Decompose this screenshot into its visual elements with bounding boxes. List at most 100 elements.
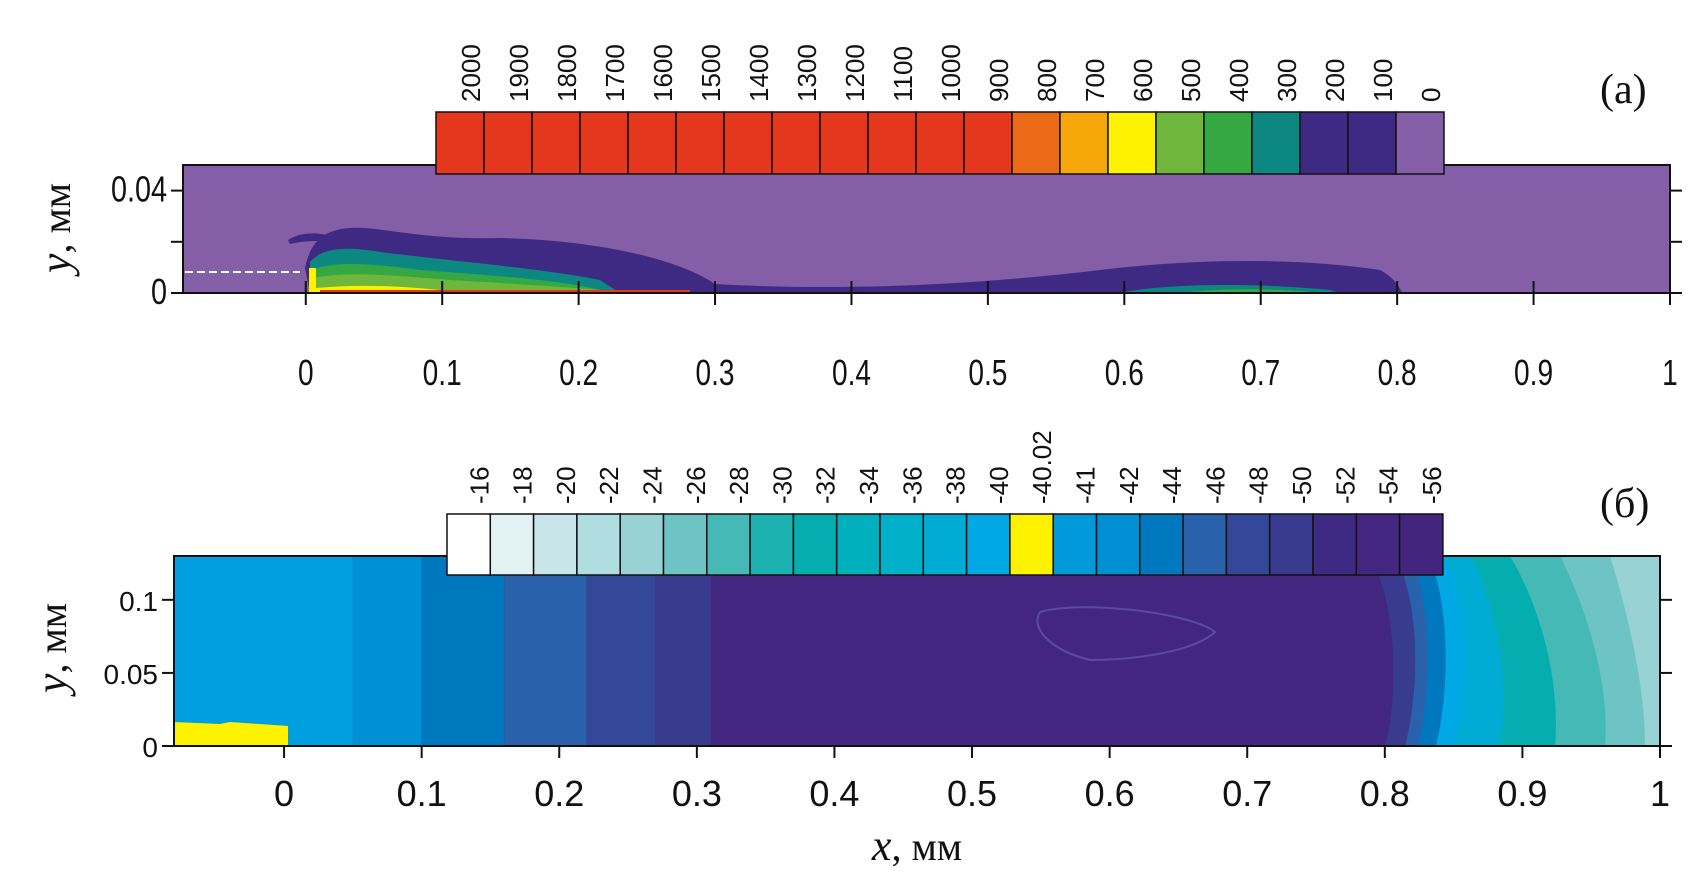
legend-label: 1400 [744, 44, 774, 102]
legend-swatch [1395, 111, 1445, 175]
legend-label: -24 [638, 466, 668, 504]
x-tick-label: 0.8 [1360, 773, 1410, 814]
legend-label: -26 [681, 466, 711, 504]
y-tick-label: 0.1 [119, 586, 158, 617]
legend-swatch [1011, 111, 1061, 175]
legend-label: -48 [1244, 466, 1274, 504]
legend-swatch [483, 111, 533, 175]
legend-swatch [1107, 111, 1157, 175]
contour-b-island [1036, 606, 1217, 662]
legend-swatch [723, 111, 773, 175]
panel-b-ticks: 0 0.1 0.2 0.3 0.4 0.5 0.6 0.7 0.8 0.9 1 0 0.05 0.1 [104, 586, 1672, 814]
x-tick-label: 0.9 [1497, 773, 1547, 814]
legend-label: -44 [1157, 466, 1187, 504]
x-tick-label: 0.7 [1241, 353, 1280, 393]
legend-swatch [1355, 513, 1401, 576]
legend-swatch [1347, 111, 1397, 175]
legend-label: 700 [1080, 59, 1110, 102]
x-tick-label: 0.2 [534, 773, 584, 814]
panel-b-xlabel-var: x [871, 821, 892, 870]
legend-label: 1000 [936, 44, 966, 102]
panel-a-ylabel-unit: , мм [34, 183, 79, 254]
legend-swatch [819, 111, 869, 175]
legend-swatch [771, 111, 821, 175]
x-tick-label: 0.8 [1378, 353, 1417, 393]
x-tick-label: 0.6 [1085, 773, 1135, 814]
legend-label: -42 [1114, 466, 1144, 504]
panel-b-ylabel-var: y [27, 673, 76, 697]
legend-swatch [675, 111, 725, 175]
panel-a-ticks: 0 0.1 0.2 0.3 0.4 0.5 0.6 0.7 0.8 0.9 1 0 0.04 [111, 168, 1682, 393]
legend-label: 500 [1176, 59, 1206, 102]
x-tick-label: 1 [1650, 773, 1670, 814]
legend-swatch [531, 111, 581, 175]
legend-swatch [1398, 513, 1444, 576]
legend-swatch [1095, 513, 1141, 576]
x-tick-label: 0.5 [968, 353, 1007, 393]
legend-swatch [965, 513, 1011, 576]
legend-label: 0 [1416, 88, 1446, 102]
legend-swatch [1299, 111, 1349, 175]
x-tick-label: 0.1 [397, 773, 447, 814]
panel-b-xlabel-unit: , мм [891, 824, 962, 869]
legend-label: 1200 [840, 44, 870, 102]
contour-b-right-9 [1610, 556, 1660, 746]
legend-label: 2000 [456, 44, 486, 102]
legend-label: -46 [1200, 466, 1230, 504]
legend-swatch [1225, 513, 1271, 576]
legend-label: -28 [724, 466, 754, 504]
panel-a-ylabel-var: y [31, 253, 80, 277]
legend-label: -50 [1287, 466, 1317, 504]
panel-b: 0 0.1 0.2 0.3 0.4 0.5 0.6 0.7 0.8 0.9 1 0 0.05 0.1 -1… [27, 430, 1672, 870]
legend-label: 200 [1320, 59, 1350, 102]
y-tick-label: 0 [151, 271, 167, 312]
legend-swatch [1203, 111, 1253, 175]
legend-label: 1900 [504, 44, 534, 102]
legend-swatch [963, 111, 1013, 175]
legend-label: -32 [811, 466, 841, 504]
legend-swatch [1139, 513, 1184, 576]
legend-swatch [1052, 513, 1098, 576]
legend-label: 600 [1128, 59, 1158, 102]
legend-swatch [1268, 513, 1314, 576]
legend-swatch [576, 513, 621, 576]
panel-b-legend: -16 -18 -20 -22 -24 -26 -28 -30 -32 -34 -36 -38 -40-… [446, 430, 1447, 576]
panel-a: 0 0.1 0.2 0.3 0.4 0.5 0.6 0.7 0.8 0.9 100.04 2000 1… [31, 44, 1682, 393]
band-3 [504, 556, 587, 746]
legend-swatch [1182, 513, 1228, 576]
legend-label: 1100 [888, 46, 918, 102]
contour-a-lip [288, 233, 330, 244]
legend-swatch [792, 513, 838, 576]
contour-a-inner-yellow [309, 268, 440, 293]
y-tick-label: 0.05 [104, 659, 159, 690]
legend-swatch [1312, 513, 1358, 576]
band-2 [421, 556, 505, 746]
legend-label: -38 [941, 466, 971, 504]
panel-b-contours [174, 556, 1660, 746]
panel-b-label: (б) [1600, 481, 1649, 527]
legend-swatch [1059, 111, 1109, 175]
legend-label: 400 [1224, 59, 1254, 102]
legend-label: -40 [984, 466, 1014, 504]
legend-label: 100 [1368, 59, 1398, 102]
legend-label: -20 [551, 466, 581, 504]
band-1 [352, 556, 422, 746]
x-tick-label: 0.4 [809, 773, 859, 814]
legend-swatch [922, 513, 968, 576]
legend-label: -34 [854, 466, 884, 504]
x-tick-label: 0 [274, 773, 294, 814]
x-tick-label: 0 [298, 353, 314, 393]
legend-label: 1700 [600, 44, 630, 102]
legend-label: -16 [464, 466, 494, 504]
panel-b-ylabel-unit: , мм [30, 603, 75, 674]
y-tick-label: 0 [142, 732, 158, 763]
legend-swatch [579, 111, 629, 175]
legend-swatch [619, 513, 665, 576]
band-6 [710, 556, 1385, 746]
band-0 [174, 556, 353, 746]
legend-swatch [749, 513, 795, 576]
legend-swatch [489, 513, 535, 576]
legend-swatch [446, 513, 492, 576]
legend-label: 1500 [696, 44, 726, 102]
